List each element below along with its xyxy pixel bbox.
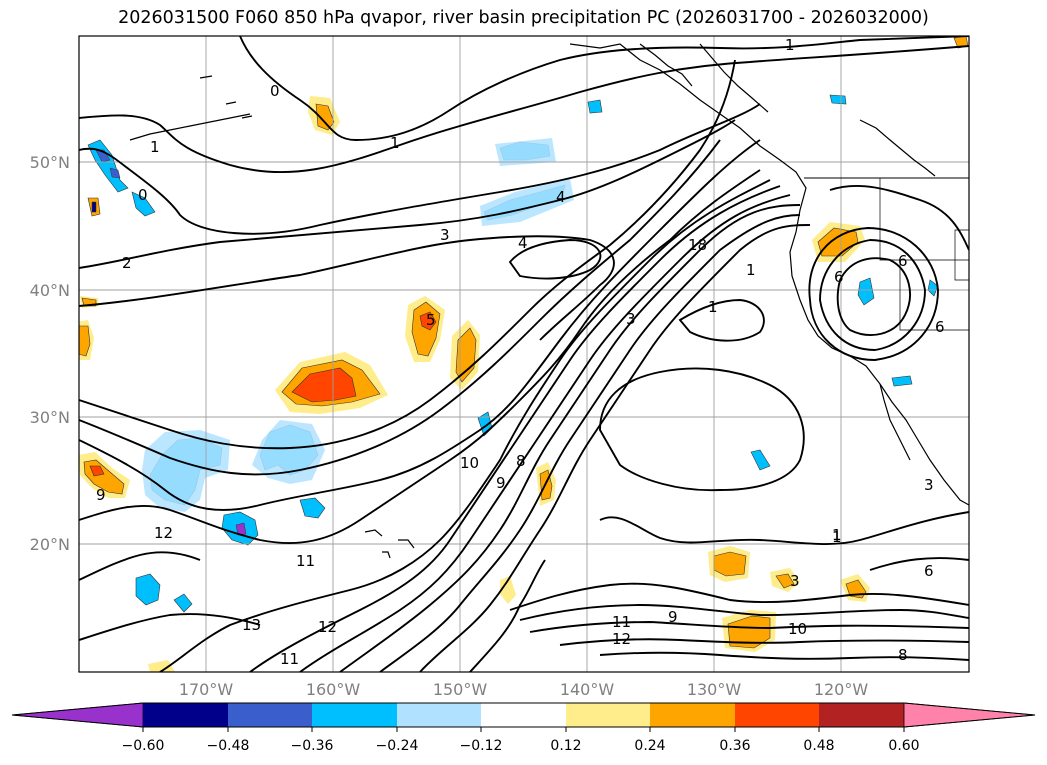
fill-light-blue-halos <box>142 138 574 512</box>
contour-label: 11 <box>612 613 631 631</box>
contour-label: 1 <box>832 528 842 546</box>
colorbar-tick-label: 0.60 <box>888 738 919 754</box>
contour-label: 6 <box>924 562 934 580</box>
contour-label: 2 <box>122 254 132 272</box>
colorbar-segment <box>481 703 566 727</box>
contour-label: 3 <box>440 226 450 244</box>
contour-label: 0 <box>270 82 280 100</box>
colorbar-segment <box>228 703 312 727</box>
lat-labels: 50°N 40°N 30°N 20°N <box>30 153 70 554</box>
colorbar-segment <box>312 703 397 727</box>
contour-label: 1 <box>708 298 718 316</box>
colorbar-tick-label: 0.12 <box>550 738 581 754</box>
colorbar-tick-label: −0.24 <box>376 738 419 754</box>
colorbar-segment <box>735 703 819 727</box>
contour-label: 1 <box>746 261 756 279</box>
lon-label: 150°W <box>433 680 488 699</box>
contour-label: 4 <box>518 234 528 252</box>
qvapor-contours <box>79 36 969 672</box>
contour-label: 11 <box>296 552 315 570</box>
contour-label: 10 <box>788 620 807 638</box>
lat-label: 40°N <box>30 281 70 300</box>
lon-labels: 170°W 160°W 150°W 140°W 130°W 120°W <box>179 680 869 699</box>
contour-label: 1 <box>832 526 842 544</box>
contour-label: 5 <box>426 311 436 329</box>
map-title: 2026031500 F060 850 hPa qvapor, river ba… <box>118 8 929 28</box>
colorbar-segment <box>650 703 735 727</box>
lat-label: 50°N <box>30 153 70 172</box>
fill-dark-patches <box>91 149 247 536</box>
lon-label: 170°W <box>179 680 234 699</box>
colorbar-tick-label: 0.48 <box>803 738 834 754</box>
contour-label: 0 <box>138 186 148 204</box>
contour-label: 1 <box>150 138 160 156</box>
colorbar-segment <box>397 703 481 727</box>
lat-label: 20°N <box>30 535 70 554</box>
colorbar-tick-label: −0.48 <box>207 738 250 754</box>
colorbar-tick-label: −0.60 <box>122 738 165 754</box>
colorbar-tick-label: −0.36 <box>291 738 334 754</box>
contour-label: 3 <box>924 476 934 494</box>
contour-label: 12 <box>154 524 173 542</box>
colorbar-segment <box>11 702 144 728</box>
contour-label: 11 <box>280 650 299 668</box>
contour-labels: 1 0 1 0 1 2 3 4 4 3 5 18 1 1 1 6 6 6 10 … <box>96 36 945 668</box>
colorbar-tick-label: −0.12 <box>460 738 503 754</box>
contour-label: 3 <box>790 572 800 590</box>
contour-label: 10 <box>460 454 479 472</box>
precip-fills <box>79 36 969 672</box>
colorbar: −0.60 −0.48 −0.36 −0.24 −0.12 0.12 0.24 … <box>11 702 1036 754</box>
lat-label: 30°N <box>30 408 70 427</box>
contour-label: 1 <box>390 134 400 152</box>
contour-label: 18 <box>688 236 707 254</box>
colorbar-segment <box>566 703 650 727</box>
lon-label: 140°W <box>560 680 615 699</box>
contour-label: 8 <box>898 646 908 664</box>
contour-label: 3 <box>626 310 636 328</box>
colorbar-tick-label: 0.24 <box>634 738 665 754</box>
graticule <box>79 36 969 672</box>
colorbar-tick-label: 0.36 <box>719 738 750 754</box>
contour-label: 13 <box>242 616 261 634</box>
lon-label: 160°W <box>306 680 361 699</box>
contour-label: 9 <box>668 608 678 626</box>
contour-label: 12 <box>318 618 337 636</box>
contour-label: 12 <box>612 630 631 648</box>
contour-label: 1 <box>785 36 795 54</box>
contour-label: 8 <box>516 452 526 470</box>
fill-red-patches <box>89 311 437 477</box>
contour-label: 6 <box>898 252 908 270</box>
lon-label: 120°W <box>814 680 869 699</box>
contour-label: 6 <box>935 318 945 336</box>
lon-label: 130°W <box>687 680 742 699</box>
colorbar-segment <box>903 702 1036 728</box>
contour-label: 4 <box>556 188 566 206</box>
contour-label: 6 <box>834 268 844 286</box>
fill-cyan-patches <box>87 94 939 613</box>
contour-label: 9 <box>496 474 506 492</box>
contour-label: 9 <box>96 486 106 504</box>
colorbar-ticks <box>142 727 905 732</box>
colorbar-segment <box>819 703 904 727</box>
map-frame <box>78 35 970 673</box>
colorbar-segment <box>143 703 228 727</box>
